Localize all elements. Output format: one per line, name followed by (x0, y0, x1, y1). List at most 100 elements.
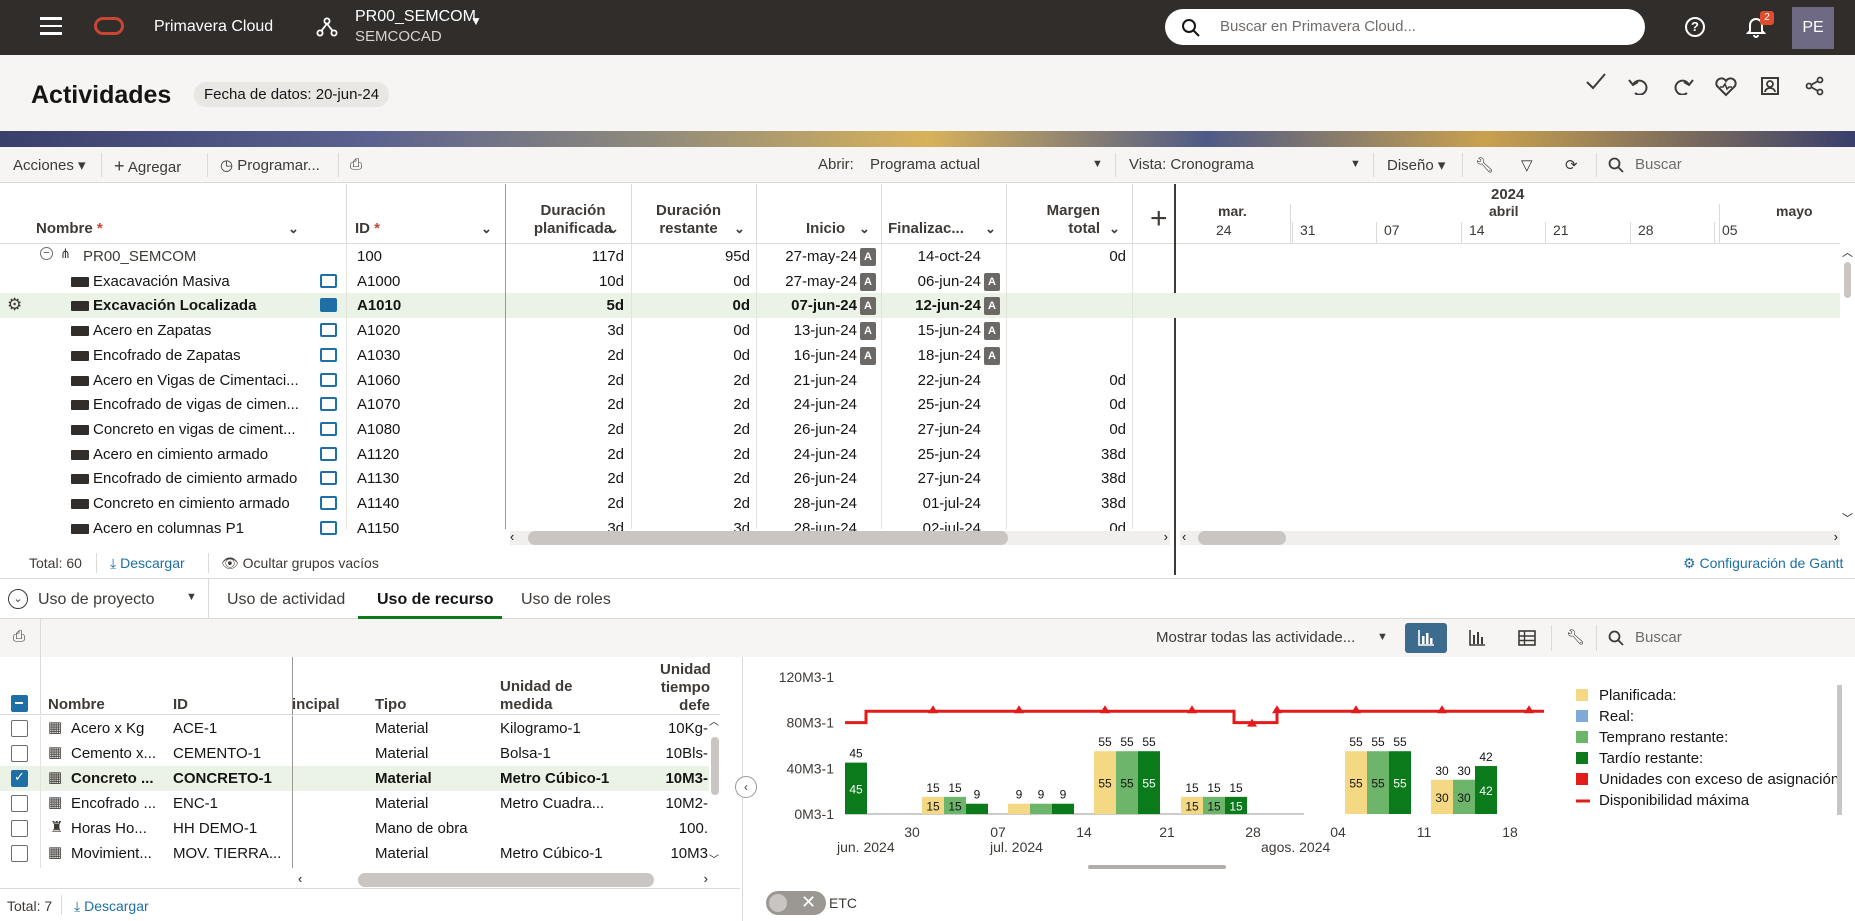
comment-icon[interactable] (320, 446, 337, 461)
row-checkbox[interactable] (11, 845, 28, 862)
res-col-unit[interactable]: Unidad de medida (500, 678, 573, 713)
bar-chart-view-icon[interactable] (1405, 623, 1447, 653)
bar-planned[interactable] (922, 796, 944, 814)
bar-late[interactable] (1225, 796, 1247, 814)
print-icon[interactable]: ⎙ (13, 628, 26, 645)
comment-icon[interactable] (320, 347, 337, 362)
bell-icon[interactable] (1746, 16, 1766, 38)
undo-icon[interactable] (1627, 77, 1651, 95)
row-checkbox[interactable] (11, 820, 28, 837)
gantt-config-link[interactable]: ⚙ Configuración de Gantt (1683, 555, 1844, 571)
res-name[interactable]: Encofrado ... (71, 795, 157, 812)
avatar[interactable]: PE (1792, 7, 1834, 49)
comment-icon[interactable] (320, 496, 337, 510)
legend-scrollbar[interactable] (1837, 685, 1842, 815)
bar-late[interactable] (845, 762, 867, 814)
wrench-icon[interactable]: 🔧︎ (1475, 157, 1495, 174)
row-name[interactable]: Concreto en vigas de ciment... (93, 420, 296, 438)
bottom-search-input[interactable]: Buscar (1635, 629, 1682, 646)
col-duration-remaining[interactable]: Duración restante (655, 202, 721, 237)
open-chevron-icon[interactable]: ▼ (1092, 158, 1103, 170)
col-start-chevron-icon[interactable]: ⌄ (859, 221, 870, 236)
bar-early[interactable] (1030, 803, 1052, 814)
row-name[interactable]: Excavación Localizada (93, 297, 257, 315)
filter-chevron-icon[interactable]: ▼ (1377, 631, 1388, 643)
wrench-icon[interactable]: 🔧︎ (1566, 629, 1586, 646)
table-row[interactable]: ▦ Movimient... MOV. TIERRA... Material Metro… (0, 841, 720, 866)
tab-role-usage[interactable]: Uso de roles (521, 591, 611, 608)
row-name[interactable]: Concreto en cimiento armado (93, 495, 290, 512)
resource-vertical-scrollbar[interactable]: ︿ ﹀ (709, 715, 721, 868)
col-total-float[interactable]: Margen total (1046, 202, 1100, 237)
res-name[interactable]: Acero x Kg (71, 720, 145, 737)
col-dp-chevron-icon[interactable]: ⌄ (608, 221, 619, 236)
row-checkbox[interactable] (11, 720, 28, 737)
row-name[interactable]: Acero en columnas P1 (93, 519, 244, 537)
table-row[interactable]: Encofrado de vigas de cimen... A1070 2d 2d 2… (0, 392, 1855, 417)
select-all-checkbox[interactable] (11, 695, 28, 712)
hamburger-menu-icon[interactable] (40, 17, 62, 35)
table-row[interactable]: ▦ Cemento x... CEMENTO-1 Material Bolsa-1 10B… (0, 741, 720, 766)
bar-planned[interactable] (1008, 803, 1030, 814)
mark-progress-icon[interactable] (1585, 70, 1607, 92)
bar-early[interactable] (1203, 796, 1225, 814)
global-search-input[interactable]: Buscar en Primavera Cloud... (1165, 9, 1645, 45)
table-row[interactable]: ⚙ Excavación Localizada A1010 5d 0d 07-jun-24… (0, 293, 1855, 319)
table-row[interactable]: Concreto en vigas de ciment... A1080 2d 2d 2… (0, 417, 1855, 442)
row-name[interactable]: Encofrado de Zapatas (93, 346, 241, 364)
col-id-chevron-icon[interactable]: ⌄ (481, 221, 492, 236)
col-tf-chevron-icon[interactable]: ⌄ (1109, 221, 1120, 236)
col-start[interactable]: Inicio (806, 220, 846, 237)
view-select[interactable]: Vista: Cronograma (1129, 156, 1254, 173)
comment-icon[interactable] (320, 298, 337, 313)
res-col-name[interactable]: Nombre (48, 696, 105, 713)
col-finish-chevron-icon[interactable]: ⌄ (985, 221, 996, 236)
share-icon[interactable] (1805, 76, 1825, 96)
toolbar-search-input[interactable]: Buscar (1635, 156, 1682, 173)
res-name[interactable]: Movimient... (71, 845, 152, 862)
col-name-chevron-icon[interactable]: ⌄ (288, 221, 299, 236)
col-id[interactable]: ID * (355, 220, 381, 237)
row-checkbox[interactable] (11, 795, 28, 812)
collapse-icon[interactable]: − (40, 247, 53, 260)
table-row[interactable]: ▦ Encofrado ... ENC-1 Material Metro Cuadra.… (0, 791, 720, 816)
comment-icon[interactable] (320, 372, 337, 387)
comment-icon[interactable] (320, 471, 337, 486)
vertical-scrollbar[interactable]: ︿ ﹀ (1840, 244, 1855, 529)
actions-menu[interactable]: Acciones ▾ (13, 157, 86, 174)
bar-planned[interactable] (1094, 751, 1116, 814)
table-row[interactable]: Exacavación Masiva A1000 10d 0d 27-may-24 A 06… (0, 269, 1855, 294)
row-name[interactable]: Acero en Zapatas (93, 322, 212, 340)
oracle-logo-icon[interactable] (94, 17, 124, 35)
bar-planned[interactable] (1345, 751, 1367, 814)
table-row[interactable]: ▦ Acero x Kg ACE-1 Material Kilogramo-1 10Kg- (0, 716, 720, 741)
col-dr-chevron-icon[interactable]: ⌄ (734, 221, 745, 236)
res-col-unit-time[interactable]: Unidad tiempo defe (660, 661, 710, 714)
report-icon[interactable] (1760, 76, 1780, 96)
schedule-button[interactable]: ◷ Programar... (220, 157, 320, 174)
download-link[interactable]: ⤓ Descargar (110, 555, 185, 571)
table-row[interactable]: Encofrado de cimiento armado A1130 2d 2d 26-… (0, 466, 1855, 491)
view-chevron-icon[interactable]: ▼ (1350, 158, 1361, 170)
row-name[interactable]: Exacavación Masiva (93, 272, 230, 290)
add-column-icon[interactable]: + (1150, 202, 1168, 235)
row-name[interactable]: Encofrado de vigas de cimen... (93, 396, 299, 414)
bar-planned[interactable] (1431, 779, 1453, 814)
col-finish[interactable]: Finalizac... (888, 220, 964, 237)
gantt-horizontal-scrollbar[interactable]: ‹ › (1180, 529, 1840, 545)
print-icon[interactable]: ⎙ (350, 156, 363, 173)
bar-planned[interactable] (1181, 796, 1203, 814)
etc-toggle[interactable]: ✕ (766, 891, 826, 915)
row-name[interactable]: PR00_SEMCOM (83, 248, 197, 265)
table-row[interactable]: Concreto en cimiento armado A1140 2d 2d 28-j… (0, 491, 1855, 516)
col-name[interactable]: Nombre * (36, 220, 103, 237)
table-row[interactable]: ✓ ▦ Concreto ... CONCRETO-1 Material Metro Cú… (0, 766, 720, 791)
redo-icon[interactable] (1671, 77, 1695, 95)
chevron-down-icon[interactable]: ▼ (470, 14, 482, 28)
row-name[interactable]: Acero en cimiento armado (93, 445, 269, 463)
health-icon[interactable] (1715, 77, 1737, 97)
help-icon[interactable]: ? (1685, 17, 1705, 37)
bar-late[interactable] (1052, 803, 1074, 814)
comment-icon[interactable] (320, 273, 337, 288)
tab-resource-usage[interactable]: Uso de recurso (377, 591, 494, 608)
